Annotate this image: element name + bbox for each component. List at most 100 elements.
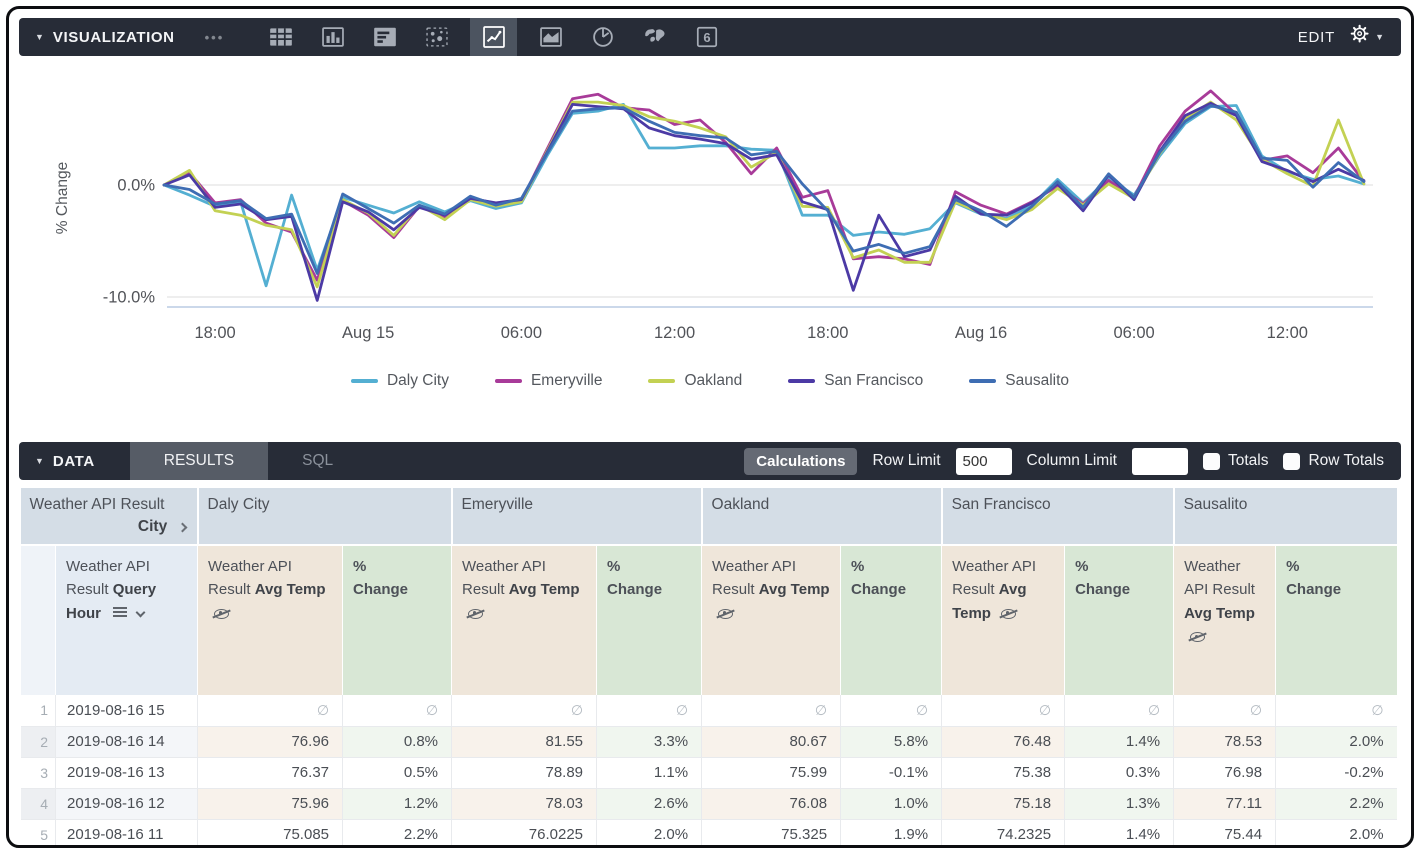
column-limit-input[interactable] (1131, 447, 1188, 475)
measure-header[interactable]: Weather API Result Avg Temp (451, 544, 597, 695)
viz-settings-button[interactable]: ▼ (1350, 24, 1384, 50)
pie-chart-icon[interactable] (584, 18, 621, 56)
column-chart-icon[interactable] (314, 18, 351, 56)
single-value-icon[interactable]: 6 (688, 18, 725, 56)
scatter-chart-icon[interactable] (418, 18, 455, 56)
value-cell[interactable]: 1.0% (840, 788, 942, 820)
more-chart-types-icon[interactable]: ••• (204, 29, 225, 45)
value-cell[interactable]: 1.9% (840, 819, 942, 845)
row-limit-input[interactable] (955, 447, 1012, 475)
totals-checkbox[interactable] (1202, 452, 1220, 470)
value-cell[interactable]: 2.2% (342, 819, 452, 845)
calc-header[interactable]: % Change (342, 544, 452, 695)
value-cell[interactable]: 77.11 (1173, 788, 1276, 820)
value-cell[interactable]: 1.4% (1064, 819, 1174, 845)
query-hour-cell[interactable]: 2019-08-16 15 (54, 695, 198, 727)
calc-header[interactable]: % Change (840, 544, 942, 695)
value-cell[interactable]: 1.2% (342, 788, 452, 820)
value-cell[interactable]: 78.03 (451, 788, 597, 820)
value-cell[interactable]: ∅ (342, 695, 452, 727)
query-hour-cell[interactable]: 2019-08-16 13 (54, 757, 198, 789)
pivot-value-header[interactable]: Sausalito (1172, 488, 1397, 545)
value-cell[interactable]: 78.89 (451, 757, 597, 789)
value-cell[interactable]: 76.37 (197, 757, 343, 789)
value-cell[interactable]: ∅ (941, 695, 1065, 727)
calc-header[interactable]: % Change (1275, 544, 1397, 695)
pivot-field-header[interactable]: Weather API Result City (20, 488, 198, 545)
value-cell[interactable]: 80.67 (701, 726, 841, 758)
value-cell[interactable]: 1.1% (596, 757, 702, 789)
line-chart-canvas[interactable]: 0.0% -10.0% % Change 18:00 Aug 15 06:00 12:00 1… (21, 56, 1414, 358)
pivot-value-header[interactable]: Daly City (196, 488, 452, 545)
legend-item-sausalito[interactable]: Sausalito (969, 372, 1069, 390)
value-cell[interactable]: ∅ (596, 695, 702, 727)
dimension-header[interactable]: Weather API Result Query Hour (54, 544, 198, 695)
data-collapse-toggle[interactable]: ▼ DATA (19, 442, 95, 480)
value-cell[interactable]: 75.38 (941, 757, 1065, 789)
value-cell[interactable]: -0.1% (840, 757, 942, 789)
legend-item-emeryville[interactable]: Emeryville (494, 372, 602, 390)
value-cell[interactable]: 75.44 (1173, 819, 1276, 845)
value-cell[interactable]: 2.0% (1275, 819, 1397, 845)
value-cell[interactable]: 2.6% (596, 788, 702, 820)
value-cell[interactable]: 75.96 (197, 788, 343, 820)
value-cell[interactable]: 75.325 (701, 819, 841, 845)
calc-header[interactable]: % Change (596, 544, 702, 695)
value-cell[interactable]: ∅ (197, 695, 343, 727)
value-cell[interactable]: 5.8% (840, 726, 942, 758)
value-cell[interactable]: 0.5% (342, 757, 452, 789)
query-hour-cell[interactable]: 2019-08-16 11 (54, 819, 198, 845)
value-cell[interactable]: 3.3% (596, 726, 702, 758)
value-cell[interactable]: ∅ (840, 695, 942, 727)
calculations-button[interactable]: Calculations (744, 447, 858, 475)
edit-button[interactable]: EDIT (1297, 28, 1336, 46)
value-cell[interactable]: 2.2% (1275, 788, 1397, 820)
visualization-collapse-toggle[interactable]: ▼ VISUALIZATION (19, 18, 175, 56)
line-chart-icon[interactable] (470, 18, 517, 56)
value-cell[interactable]: 75.99 (701, 757, 841, 789)
measure-header[interactable]: Weather API Result Avg Temp (197, 544, 343, 695)
value-cell[interactable]: 0.8% (342, 726, 452, 758)
value-cell[interactable]: 0.3% (1064, 757, 1174, 789)
row-totals-checkbox[interactable] (1283, 452, 1301, 470)
svg-text:06:00: 06:00 (501, 324, 542, 342)
tab-results[interactable]: RESULTS (129, 442, 269, 480)
legend-item-daly-city[interactable]: Daly City (350, 372, 449, 390)
map-chart-icon[interactable] (636, 18, 673, 56)
pivot-value-header[interactable]: Emeryville (450, 488, 702, 545)
value-cell[interactable]: 2.0% (1275, 726, 1397, 758)
value-cell[interactable]: ∅ (451, 695, 597, 727)
value-cell[interactable]: 76.48 (941, 726, 1065, 758)
pivot-value-header[interactable]: San Francisco (940, 488, 1174, 545)
value-cell[interactable]: 2.0% (596, 819, 702, 845)
value-cell[interactable]: ∅ (1173, 695, 1276, 727)
value-cell[interactable]: 81.55 (451, 726, 597, 758)
value-cell[interactable]: 1.4% (1064, 726, 1174, 758)
measure-header[interactable]: Weather API Result Avg Temp (701, 544, 841, 695)
row-chart-icon[interactable] (366, 18, 403, 56)
tab-sql[interactable]: SQL (302, 452, 334, 469)
table-chart-icon[interactable] (262, 18, 299, 56)
value-cell[interactable]: 1.3% (1064, 788, 1174, 820)
value-cell[interactable]: -0.2% (1275, 757, 1397, 789)
value-cell[interactable]: 75.18 (941, 788, 1065, 820)
query-hour-cell[interactable]: 2019-08-16 14 (54, 726, 198, 758)
measure-header[interactable]: Weather API Result Avg Temp (1173, 544, 1276, 695)
value-cell[interactable]: 75.085 (197, 819, 343, 845)
value-cell[interactable]: 76.08 (701, 788, 841, 820)
value-cell[interactable]: ∅ (1275, 695, 1397, 727)
value-cell[interactable]: 78.53 (1173, 726, 1276, 758)
measure-header[interactable]: Weather API Result Avg Temp (941, 544, 1065, 695)
legend-item-oakland[interactable]: Oakland (648, 372, 742, 390)
legend-item-san-francisco[interactable]: San Francisco (788, 372, 923, 390)
value-cell[interactable]: 76.98 (1173, 757, 1276, 789)
value-cell[interactable]: ∅ (701, 695, 841, 727)
value-cell[interactable]: ∅ (1064, 695, 1174, 727)
query-hour-cell[interactable]: 2019-08-16 12 (54, 788, 198, 820)
value-cell[interactable]: 76.96 (197, 726, 343, 758)
value-cell[interactable]: 76.0225 (451, 819, 597, 845)
area-chart-icon[interactable] (532, 18, 569, 56)
calc-header[interactable]: % Change (1064, 544, 1174, 695)
value-cell[interactable]: 74.2325 (941, 819, 1065, 845)
pivot-value-header[interactable]: Oakland (700, 488, 942, 545)
